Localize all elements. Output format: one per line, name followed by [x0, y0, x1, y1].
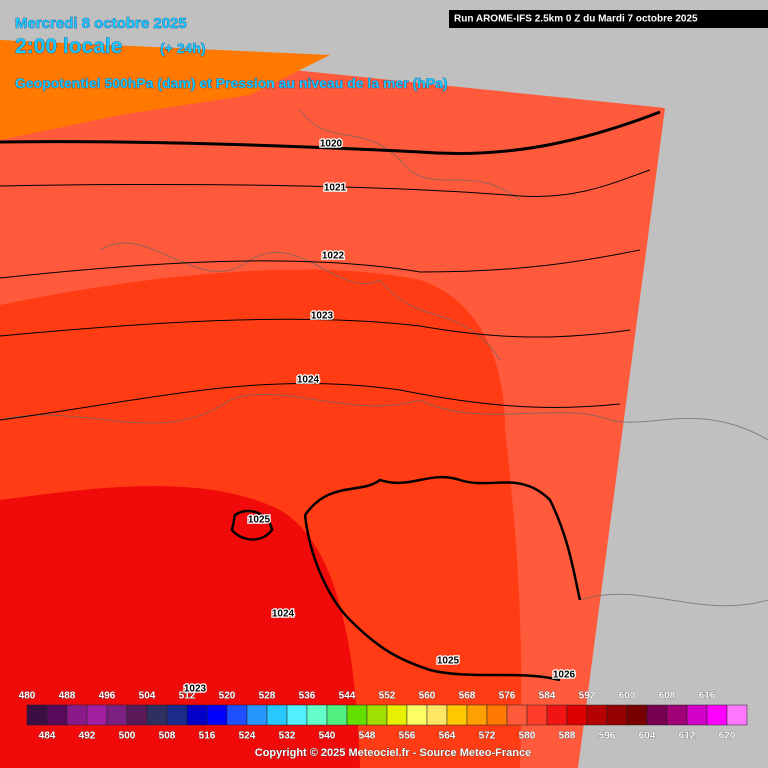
- color-swatch: [346, 704, 368, 726]
- color-swatch: [286, 704, 308, 726]
- color-swatch: [546, 704, 568, 726]
- legend-label: 508: [159, 731, 176, 742]
- color-swatch: [706, 704, 728, 726]
- color-swatch: [86, 704, 108, 726]
- color-swatch: [726, 704, 748, 726]
- legend-label: 580: [519, 731, 536, 742]
- color-swatch: [486, 704, 508, 726]
- isobar-label: 1024: [272, 609, 295, 620]
- isobar-1025: [303, 475, 582, 682]
- color-swatch: [146, 704, 168, 726]
- legend-label: 548: [359, 731, 376, 742]
- legend-label: 524: [239, 731, 256, 742]
- legend-label: 484: [39, 731, 56, 742]
- color-swatch: [46, 704, 68, 726]
- color-swatch: [686, 704, 708, 726]
- legend-label: 488: [59, 691, 76, 702]
- color-swatch: [66, 704, 88, 726]
- isobar-label: 1026: [553, 670, 576, 681]
- legend-label: 532: [279, 731, 296, 742]
- color-swatch: [606, 704, 628, 726]
- time: 2:00 locale: [15, 35, 122, 58]
- legend-label: 608: [659, 691, 676, 702]
- legend-label: 592: [579, 691, 596, 702]
- legend-label: 620: [719, 731, 736, 742]
- color-swatch: [586, 704, 608, 726]
- legend-label: 544: [339, 691, 356, 702]
- color-swatch: [206, 704, 228, 726]
- color-swatch: [26, 704, 48, 726]
- field-584: [0, 486, 360, 768]
- legend-label: 588: [559, 731, 576, 742]
- legend-label: 520: [219, 691, 236, 702]
- legend-label: 584: [539, 691, 556, 702]
- legend-label: 568: [459, 691, 476, 702]
- legend-label: 516: [199, 731, 216, 742]
- legend-label: 552: [379, 691, 396, 702]
- legend-label: 528: [259, 691, 276, 702]
- legend-label: 616: [699, 691, 716, 702]
- color-swatch: [366, 704, 388, 726]
- color-swatch: [566, 704, 588, 726]
- color-swatch: [226, 704, 248, 726]
- isobar-label: 1020: [320, 139, 343, 150]
- legend-label: 556: [399, 731, 416, 742]
- legend-label: 540: [319, 731, 336, 742]
- color-swatch: [406, 704, 428, 726]
- color-swatch: [526, 704, 548, 726]
- color-swatch: [186, 704, 208, 726]
- legend-label: 564: [439, 731, 456, 742]
- color-swatch: [626, 704, 648, 726]
- legend-label: 596: [599, 731, 616, 742]
- isobar-label: 1024: [297, 375, 320, 386]
- legend-label: 576: [499, 691, 516, 702]
- field-title: Geopotentiel 500hPa (dam) et Pression au…: [15, 75, 448, 91]
- isobar-lines: [0, 110, 661, 421]
- legend-label: 604: [639, 731, 656, 742]
- isobar-label: 1022: [322, 251, 345, 262]
- color-swatch: [506, 704, 528, 726]
- isobar-label: 1023: [311, 311, 334, 322]
- field-572: [0, 40, 330, 140]
- legend-label: 492: [79, 731, 96, 742]
- color-swatch: [466, 704, 488, 726]
- legend-label: 536: [299, 691, 316, 702]
- color-swatch: [246, 704, 268, 726]
- borders: [0, 109, 768, 607]
- isobar-1025-cell: [230, 509, 274, 541]
- color-swatch: [426, 704, 448, 726]
- legend-label: 496: [99, 691, 116, 702]
- color-swatch: [126, 704, 148, 726]
- run-info: Run AROME-IFS 2.5km 0 Z du Mardi 7 octob…: [454, 14, 698, 25]
- legend-label: 500: [119, 731, 136, 742]
- color-swatch: [666, 704, 688, 726]
- color-swatch: [646, 704, 668, 726]
- color-swatch: [106, 704, 128, 726]
- color-swatch: [266, 704, 288, 726]
- legend-label: 480: [19, 691, 36, 702]
- legend-label: 600: [619, 691, 636, 702]
- legend-label: 504: [139, 691, 156, 702]
- isobar-label: 1023: [184, 684, 207, 695]
- color-swatch: [446, 704, 468, 726]
- color-swatch: [306, 704, 328, 726]
- legend-label: 512: [179, 691, 196, 702]
- color-swatch: [326, 704, 348, 726]
- isobar-label: 1021: [324, 183, 347, 194]
- legend-label: 612: [679, 731, 696, 742]
- copyright: Copyright © 2025 Meteociel.fr - Source M…: [255, 747, 531, 759]
- legend-label: 572: [479, 731, 496, 742]
- isobar-label: 1025: [437, 656, 460, 667]
- run-banner: [449, 10, 768, 28]
- color-swatch: [166, 704, 188, 726]
- lead-time: (+ 24h): [160, 40, 206, 56]
- legend-label: 560: [419, 691, 436, 702]
- isobar-label: 1025: [248, 515, 271, 526]
- color-swatch: [386, 704, 408, 726]
- date: Mercredi 8 octobre 2025: [15, 15, 187, 32]
